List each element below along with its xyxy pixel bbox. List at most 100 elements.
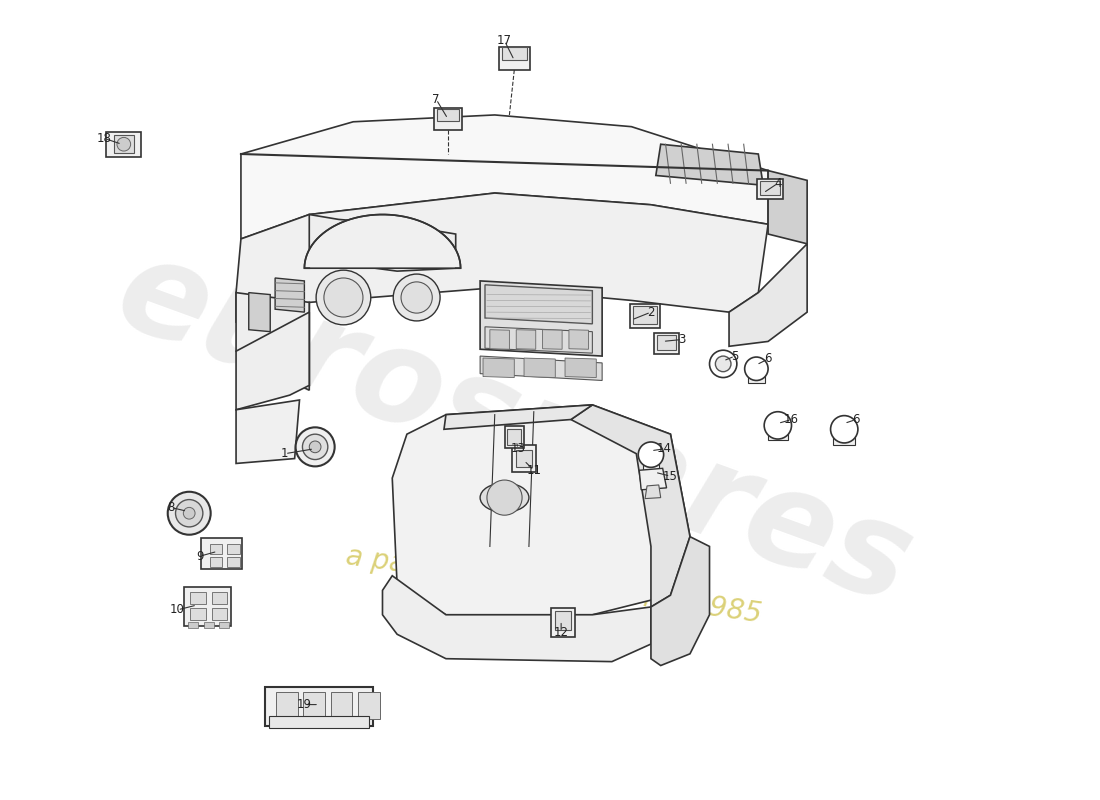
- Text: 1: 1: [282, 447, 288, 460]
- Circle shape: [323, 278, 363, 317]
- Polygon shape: [228, 545, 240, 554]
- Polygon shape: [524, 358, 556, 378]
- Polygon shape: [516, 330, 536, 350]
- Polygon shape: [444, 405, 593, 430]
- Circle shape: [830, 416, 858, 443]
- Circle shape: [764, 412, 792, 439]
- Polygon shape: [383, 576, 651, 662]
- Polygon shape: [485, 285, 593, 324]
- Polygon shape: [768, 170, 807, 244]
- Circle shape: [302, 434, 328, 459]
- Bar: [551, 608, 575, 638]
- Bar: [516, 450, 531, 467]
- Polygon shape: [190, 608, 206, 620]
- Polygon shape: [309, 214, 455, 271]
- Bar: [758, 179, 783, 199]
- Bar: [270, 716, 368, 728]
- Circle shape: [167, 492, 211, 534]
- Circle shape: [184, 507, 195, 519]
- Polygon shape: [211, 592, 228, 604]
- Bar: [434, 108, 462, 130]
- Circle shape: [117, 138, 131, 151]
- Text: 8: 8: [167, 501, 174, 514]
- Text: 6: 6: [852, 413, 860, 426]
- Polygon shape: [569, 330, 589, 350]
- Bar: [505, 426, 524, 448]
- Text: a passion for parts since 1985: a passion for parts since 1985: [343, 542, 763, 629]
- Circle shape: [715, 356, 732, 372]
- Polygon shape: [236, 193, 768, 322]
- Bar: [507, 430, 521, 445]
- Polygon shape: [490, 330, 509, 350]
- Circle shape: [393, 274, 440, 321]
- Polygon shape: [210, 557, 222, 567]
- Polygon shape: [656, 144, 763, 186]
- Circle shape: [309, 441, 321, 453]
- Polygon shape: [359, 692, 380, 719]
- Polygon shape: [236, 400, 299, 463]
- Text: 2: 2: [647, 306, 654, 318]
- Bar: [653, 333, 680, 354]
- Polygon shape: [651, 537, 710, 666]
- Bar: [437, 109, 459, 121]
- Polygon shape: [305, 214, 461, 268]
- Polygon shape: [236, 312, 309, 410]
- Text: 12: 12: [553, 626, 569, 639]
- Polygon shape: [275, 278, 305, 312]
- Ellipse shape: [480, 483, 529, 512]
- Text: 11: 11: [526, 464, 541, 477]
- Bar: [201, 538, 242, 569]
- Polygon shape: [729, 244, 807, 346]
- Polygon shape: [542, 330, 562, 350]
- Polygon shape: [249, 293, 271, 332]
- Polygon shape: [565, 358, 596, 378]
- Text: eurospares: eurospares: [100, 227, 928, 632]
- Circle shape: [487, 480, 522, 515]
- Bar: [634, 306, 657, 324]
- Circle shape: [638, 442, 663, 467]
- Polygon shape: [220, 622, 229, 629]
- Text: 3: 3: [679, 333, 686, 346]
- Bar: [498, 46, 530, 70]
- Circle shape: [316, 270, 371, 325]
- Text: 15: 15: [663, 470, 678, 482]
- Text: 5: 5: [732, 350, 738, 362]
- Text: 7: 7: [432, 93, 440, 106]
- Text: 17: 17: [497, 34, 512, 47]
- Circle shape: [745, 357, 768, 381]
- Bar: [657, 334, 676, 350]
- Text: 4: 4: [774, 177, 782, 190]
- Polygon shape: [228, 557, 240, 567]
- Circle shape: [710, 350, 737, 378]
- Polygon shape: [210, 545, 222, 554]
- Polygon shape: [483, 358, 515, 378]
- Bar: [265, 687, 373, 726]
- Text: 16: 16: [784, 413, 799, 426]
- Polygon shape: [571, 405, 690, 607]
- Text: 19: 19: [297, 698, 312, 711]
- Polygon shape: [480, 281, 602, 356]
- Polygon shape: [204, 622, 213, 629]
- Bar: [768, 422, 788, 440]
- Polygon shape: [241, 115, 768, 239]
- Polygon shape: [480, 356, 602, 381]
- Text: 6: 6: [764, 353, 772, 366]
- Polygon shape: [485, 326, 593, 353]
- Polygon shape: [393, 405, 690, 614]
- Bar: [748, 368, 766, 383]
- Polygon shape: [304, 692, 324, 719]
- Bar: [630, 304, 660, 328]
- Text: 14: 14: [657, 442, 672, 455]
- Polygon shape: [188, 622, 198, 629]
- Polygon shape: [331, 692, 352, 719]
- Bar: [185, 587, 231, 626]
- Polygon shape: [639, 468, 667, 490]
- Polygon shape: [190, 592, 206, 604]
- Bar: [556, 611, 571, 630]
- Text: 18: 18: [97, 132, 112, 145]
- Bar: [107, 131, 142, 157]
- Bar: [114, 135, 133, 153]
- Bar: [834, 427, 855, 445]
- Text: 9: 9: [196, 550, 204, 562]
- Text: 10: 10: [170, 603, 185, 616]
